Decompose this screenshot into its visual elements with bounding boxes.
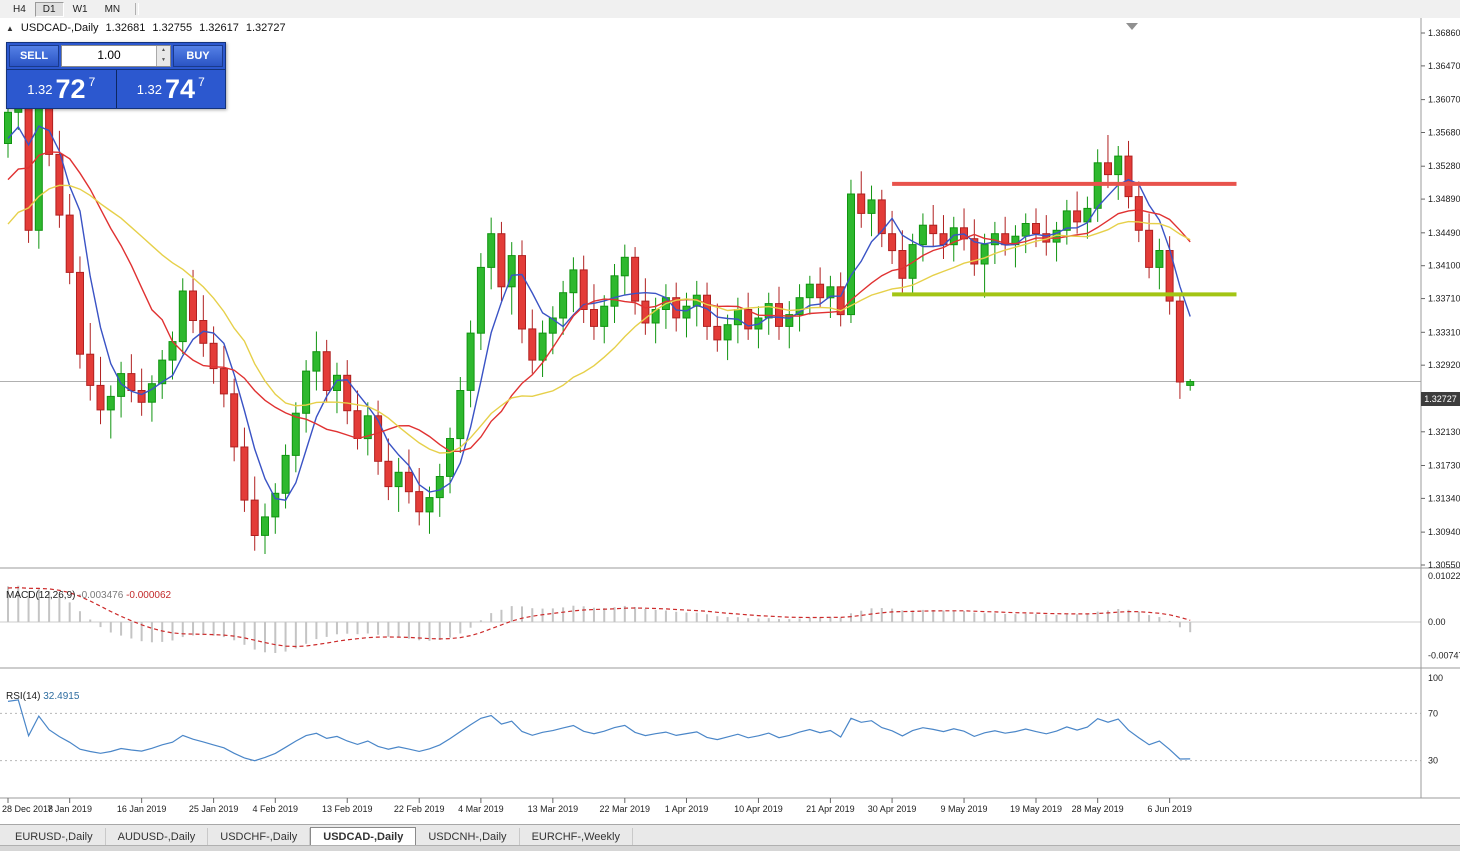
chart-window[interactable]: 1.36860 1.36470 1.36070 1.35680 1.35280 1.348… bbox=[0, 18, 1460, 824]
macd-title: MACD(12,26,9) bbox=[6, 590, 76, 601]
chart-tab-eurusd-daily[interactable]: EURUSD-,Daily bbox=[3, 828, 106, 846]
ma-fast-line bbox=[7, 125, 1191, 501]
chart-tab-eurchf-weekly[interactable]: EURCHF-,Weekly bbox=[520, 828, 633, 846]
macd-main-value: -0.003476 bbox=[78, 590, 124, 601]
price-axis-label: 1.32130 bbox=[1428, 427, 1460, 437]
sell-price-sup: 7 bbox=[88, 75, 96, 89]
timeframe-button-mn[interactable]: MN bbox=[104, 3, 121, 15]
timeframe-button-d1[interactable]: D1 bbox=[34, 1, 64, 17]
date-axis-label: 13 Mar 2019 bbox=[528, 804, 579, 814]
price-divider bbox=[115, 70, 117, 108]
ma-slow-line bbox=[7, 184, 1191, 454]
date-axis-label: 28 May 2019 bbox=[1072, 804, 1124, 814]
ohlc-open: 1.32681 bbox=[105, 22, 146, 34]
timeframe-toolbar: H4 D1 W1 MN bbox=[0, 0, 1460, 19]
macd-signal-value: -0.000062 bbox=[126, 590, 172, 601]
price-axis-label: 1.36860 bbox=[1428, 28, 1460, 38]
date-axis-label: 28 Dec 2018 bbox=[2, 804, 53, 814]
rsi-value: 32.4915 bbox=[43, 691, 80, 702]
buy-price-display[interactable]: 1.32 74 7 bbox=[117, 70, 226, 108]
ohlc-high: 1.32755 bbox=[152, 22, 193, 34]
price-axis-label: 1.31730 bbox=[1428, 461, 1460, 471]
sell-button[interactable]: SELL bbox=[9, 45, 59, 67]
chart-ohlc-header: ▲ USDCAD-,Daily 1.32681 1.32755 1.32617 … bbox=[6, 22, 286, 34]
price-axis-label: 1.34100 bbox=[1428, 261, 1460, 271]
price-axis-label: 1.36070 bbox=[1428, 95, 1460, 105]
date-axis-label: 9 May 2019 bbox=[941, 804, 988, 814]
candlestick-series bbox=[4, 51, 1195, 554]
sell-price-big: 72 bbox=[55, 73, 86, 104]
chart-tab-audusd-daily[interactable]: AUDUSD-,Daily bbox=[106, 828, 209, 846]
date-axis-label: 4 Feb 2019 bbox=[253, 804, 299, 814]
buy-price-prefix: 1.32 bbox=[136, 81, 163, 97]
date-axis-label: 22 Feb 2019 bbox=[394, 804, 445, 814]
date-axis-label: 30 Apr 2019 bbox=[868, 804, 917, 814]
date-axis-label: 19 May 2019 bbox=[1010, 804, 1062, 814]
date-axis-label: 25 Jan 2019 bbox=[189, 804, 239, 814]
macd-indicator-label: MACD(12,26,9) -0.003476 -0.000062 bbox=[6, 590, 171, 601]
price-axis-label: 1.31340 bbox=[1428, 493, 1460, 503]
chart-symbol-title: USDCAD-,Daily bbox=[20, 22, 99, 34]
price-axis-label: 1.33310 bbox=[1428, 327, 1460, 337]
date-axis-label: 13 Feb 2019 bbox=[322, 804, 373, 814]
one-click-trading-panel: SELL 1.00 ▲ ▼ BUY 1.32 72 7 1.32 74 7 bbox=[6, 42, 226, 109]
price-axis-label: 1.35280 bbox=[1428, 161, 1460, 171]
price-axis-label: 1.35680 bbox=[1428, 128, 1460, 138]
status-strip bbox=[0, 845, 1460, 851]
macd-signal-line bbox=[7, 586, 1191, 648]
buy-price-big: 74 bbox=[165, 73, 196, 104]
price-chart-canvas[interactable]: 1.36860 1.36470 1.36070 1.35680 1.35280 1.348… bbox=[0, 18, 1460, 824]
chart-tab-usdchf-daily[interactable]: USDCHF-,Daily bbox=[208, 828, 311, 846]
rsi-line bbox=[7, 699, 1191, 762]
date-axis-label: 10 Apr 2019 bbox=[734, 804, 783, 814]
date-axis-label: 1 Apr 2019 bbox=[665, 804, 709, 814]
date-axis-label: 6 Jun 2019 bbox=[1147, 804, 1192, 814]
current-price-badge: 1.32727 bbox=[1421, 392, 1460, 406]
toolbar-separator bbox=[135, 3, 140, 15]
chart-tab-usdcad-daily[interactable]: USDCAD-,Daily bbox=[310, 827, 417, 847]
macd-axis-label: 0.00 bbox=[1428, 617, 1446, 627]
volume-control[interactable]: 1.00 ▲ ▼ bbox=[61, 45, 171, 67]
buy-button[interactable]: BUY bbox=[173, 45, 223, 67]
volume-increase-icon[interactable]: ▲ bbox=[161, 47, 166, 53]
price-axis-label: 1.30550 bbox=[1428, 560, 1460, 570]
sell-price-prefix: 1.32 bbox=[27, 81, 53, 97]
price-axis-label: 1.33710 bbox=[1428, 294, 1460, 304]
chart-tabs-bar: EURUSD-,Daily AUDUSD-,Daily USDCHF-,Daily U… bbox=[0, 824, 1460, 847]
rsi-axis-label: 70 bbox=[1428, 708, 1438, 718]
price-axis-label: 1.34890 bbox=[1428, 194, 1460, 204]
date-axis-label: 21 Apr 2019 bbox=[806, 804, 855, 814]
price-axis-label: 1.34490 bbox=[1428, 228, 1460, 238]
volume-decrease-icon[interactable]: ▼ bbox=[161, 57, 166, 63]
buy-price-sup: 7 bbox=[198, 75, 205, 89]
ohlc-low: 1.32617 bbox=[199, 22, 239, 34]
rsi-indicator-label: RSI(14) 32.4915 bbox=[6, 691, 79, 702]
date-axis-label: 4 Mar 2019 bbox=[458, 804, 504, 814]
macd-axis-label: -0.007471 bbox=[1428, 651, 1460, 661]
macd-axis-label: 0.010229 bbox=[1428, 571, 1460, 581]
ohlc-close: 1.32727 bbox=[245, 22, 286, 34]
sell-price-display[interactable]: 1.32 72 7 bbox=[7, 70, 116, 108]
price-axis: 1.36860 1.36470 1.36070 1.35680 1.35280 1.348… bbox=[1421, 28, 1460, 766]
macd-histogram bbox=[7, 585, 1192, 653]
date-axis-label: 22 Mar 2019 bbox=[600, 804, 651, 814]
price-axis-label: 1.36470 bbox=[1428, 61, 1460, 71]
volume-spinner: ▲ ▼ bbox=[156, 46, 170, 66]
ma-mid-line bbox=[7, 151, 1191, 452]
timeframe-button-w1[interactable]: W1 bbox=[72, 3, 88, 15]
rsi-axis-label: 30 bbox=[1428, 756, 1438, 766]
chart-tab-usdcnh-daily[interactable]: USDCNH-,Daily bbox=[416, 828, 520, 846]
timeframe-button-h4[interactable]: H4 bbox=[13, 3, 26, 15]
collapse-panel-icon[interactable]: ▲ bbox=[6, 23, 14, 33]
date-axis-label: 7 Jan 2019 bbox=[47, 804, 92, 814]
rsi-axis-label: 100 bbox=[1428, 673, 1443, 683]
price-axis-label: 1.30940 bbox=[1428, 527, 1460, 537]
chart-shift-marker-icon bbox=[1126, 23, 1138, 30]
price-axis-label: 1.32920 bbox=[1428, 360, 1460, 370]
rsi-title: RSI(14) bbox=[6, 691, 41, 702]
volume-input[interactable]: 1.00 bbox=[97, 48, 121, 62]
date-axis-label: 16 Jan 2019 bbox=[117, 804, 167, 814]
